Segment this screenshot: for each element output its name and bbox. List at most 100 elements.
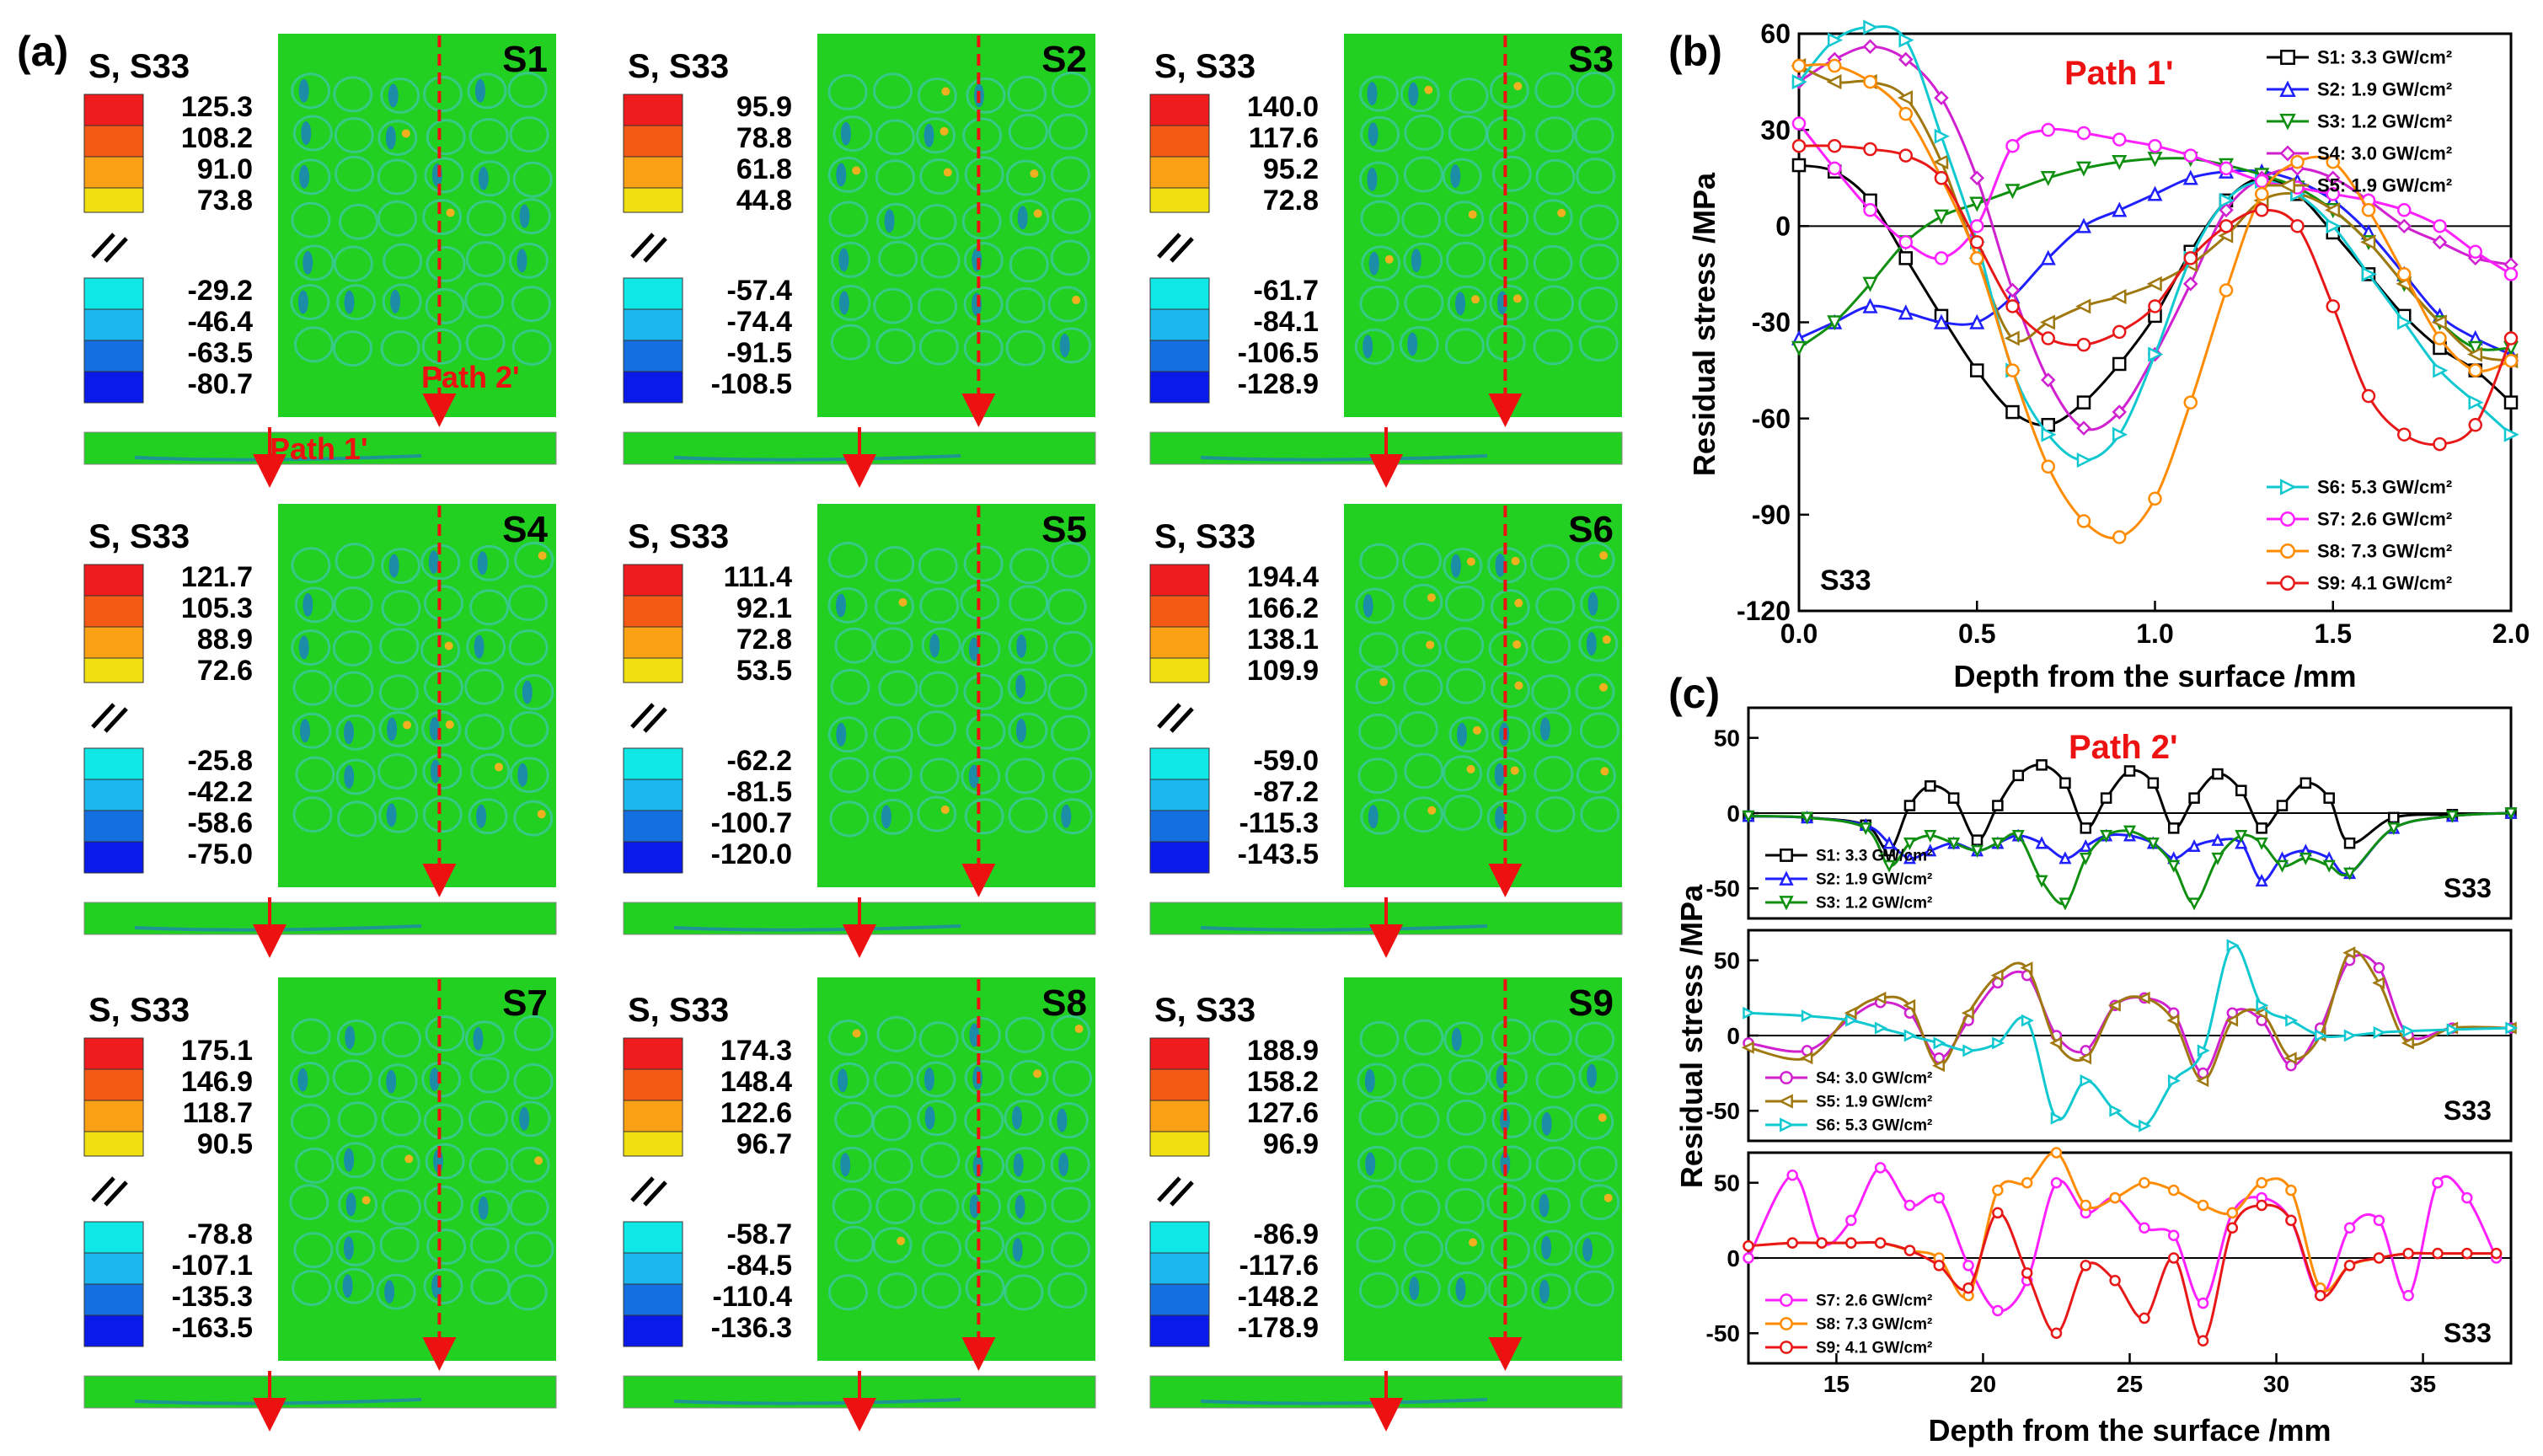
contour-spot	[1402, 1063, 1443, 1100]
contour-spot	[1403, 156, 1443, 193]
contour-blue-spot	[1407, 332, 1418, 356]
data-point	[1779, 896, 1794, 911]
contour-yellow-spot	[1513, 82, 1523, 91]
data-point	[2112, 201, 2128, 217]
x-tick-label: 1.5	[2315, 618, 2352, 649]
contour-spot	[421, 1061, 462, 1098]
data-point	[1780, 1317, 1793, 1330]
contour-blue-spot	[1058, 1153, 1069, 1177]
x-tick-label: 25	[2117, 1371, 2143, 1397]
contour-spot	[827, 716, 868, 753]
contour-yellow-spot	[852, 1029, 861, 1038]
legend-value-neg: -110.4	[712, 1281, 792, 1313]
data-point	[2323, 792, 2335, 804]
data-point	[1903, 800, 1916, 811]
contour-spot	[1575, 72, 1615, 109]
data-point	[2433, 436, 2447, 452]
y-tick-label: 50	[1714, 1170, 1740, 1196]
data-point	[2075, 217, 2092, 233]
data-point	[2058, 851, 2072, 864]
data-point	[1874, 1162, 1887, 1174]
legend-swatch-neg	[83, 308, 144, 341]
contour-spot	[1575, 673, 1615, 710]
data-point	[2011, 830, 2025, 843]
data-point	[2256, 1176, 2267, 1189]
data-point	[2299, 777, 2312, 790]
contour-spot	[1052, 197, 1092, 234]
contour-blue-spot	[1456, 722, 1467, 747]
data-point	[1992, 1207, 2004, 1219]
contour-spot	[1401, 201, 1442, 238]
contour-yellow-spot	[1603, 1193, 1613, 1202]
contour-spot	[1358, 713, 1399, 750]
contour-spot	[965, 1148, 1005, 1185]
y-tick-label: 0	[1727, 1023, 1740, 1049]
legend-swatch-pos	[623, 1068, 683, 1101]
series-line-s9	[1798, 144, 2513, 447]
legend-value-neg: -80.7	[188, 368, 254, 400]
data-point	[2075, 161, 2092, 177]
contour-spot	[1047, 588, 1087, 625]
contour-spot	[1487, 547, 1528, 584]
data-point	[2372, 976, 2385, 990]
contour-spot	[335, 714, 376, 751]
contour-blue-spot	[968, 637, 979, 661]
contour-spot	[332, 1059, 372, 1096]
legend-header: S, S33	[1154, 992, 1255, 1029]
data-point	[1992, 1036, 2005, 1050]
legend-value-neg: -84.1	[1254, 306, 1320, 338]
y-tick-label: 0	[1727, 800, 1740, 827]
legend-value-pos: 166.2	[1247, 592, 1319, 624]
data-point	[1992, 1184, 2004, 1196]
contour-spot	[1447, 1145, 1487, 1182]
legend-header: S, S33	[628, 48, 729, 85]
contour-spot	[465, 324, 506, 361]
data-point	[2326, 218, 2342, 234]
contour-spot	[1534, 72, 1575, 109]
data-point	[2197, 1044, 2210, 1057]
y-tick-label: -90	[1752, 500, 1791, 530]
legend-swatch-pos	[623, 595, 683, 628]
contour-spot	[335, 543, 375, 580]
x-axis-label: Depth from the surface /mm	[1953, 659, 2356, 693]
contour-blue-spot	[474, 634, 485, 659]
contour-spot	[965, 1269, 1005, 1306]
legend-swatch-neg	[623, 841, 683, 874]
legend-swatch-pos	[83, 187, 144, 213]
data-point	[2076, 420, 2091, 436]
contour-spot	[961, 631, 1001, 668]
contour-yellow-spot	[1514, 681, 1523, 690]
contour-spot	[1489, 201, 1529, 238]
data-point	[2109, 1104, 2123, 1117]
data-point	[2183, 395, 2198, 410]
data-point	[2109, 1191, 2121, 1204]
data-point	[2005, 299, 2020, 313]
data-point	[2050, 1147, 2063, 1159]
legend-value-pos: 88.9	[197, 624, 253, 656]
contour-spot	[514, 674, 554, 711]
data-point	[1845, 1214, 1857, 1227]
contour-blue-spot	[297, 290, 308, 314]
data-point	[2050, 1176, 2063, 1189]
contour-spot	[961, 203, 1002, 240]
y-axis-label: Residual stress /MPa	[1674, 884, 1709, 1188]
contour-spot	[378, 796, 419, 833]
data-point	[2197, 1199, 2209, 1212]
contour-spot	[336, 284, 377, 321]
contour-spot	[961, 1188, 1002, 1225]
contour-spot	[332, 629, 372, 666]
contour-spot	[509, 116, 549, 153]
data-point	[1882, 859, 1896, 873]
data-point	[1898, 251, 1913, 265]
data-point	[2167, 1229, 2180, 1241]
legend-value-pos: 118.7	[183, 1097, 253, 1129]
contour-spot	[873, 72, 913, 110]
contour-blue-spot	[1455, 1277, 1466, 1302]
break-symbol-line	[91, 1176, 115, 1202]
contour-spot	[513, 800, 554, 837]
data-point	[2005, 184, 2021, 200]
contour-spot	[1404, 114, 1444, 151]
data-point	[1862, 276, 1878, 292]
contour-spot	[963, 242, 1004, 279]
contour-spot	[470, 160, 511, 197]
